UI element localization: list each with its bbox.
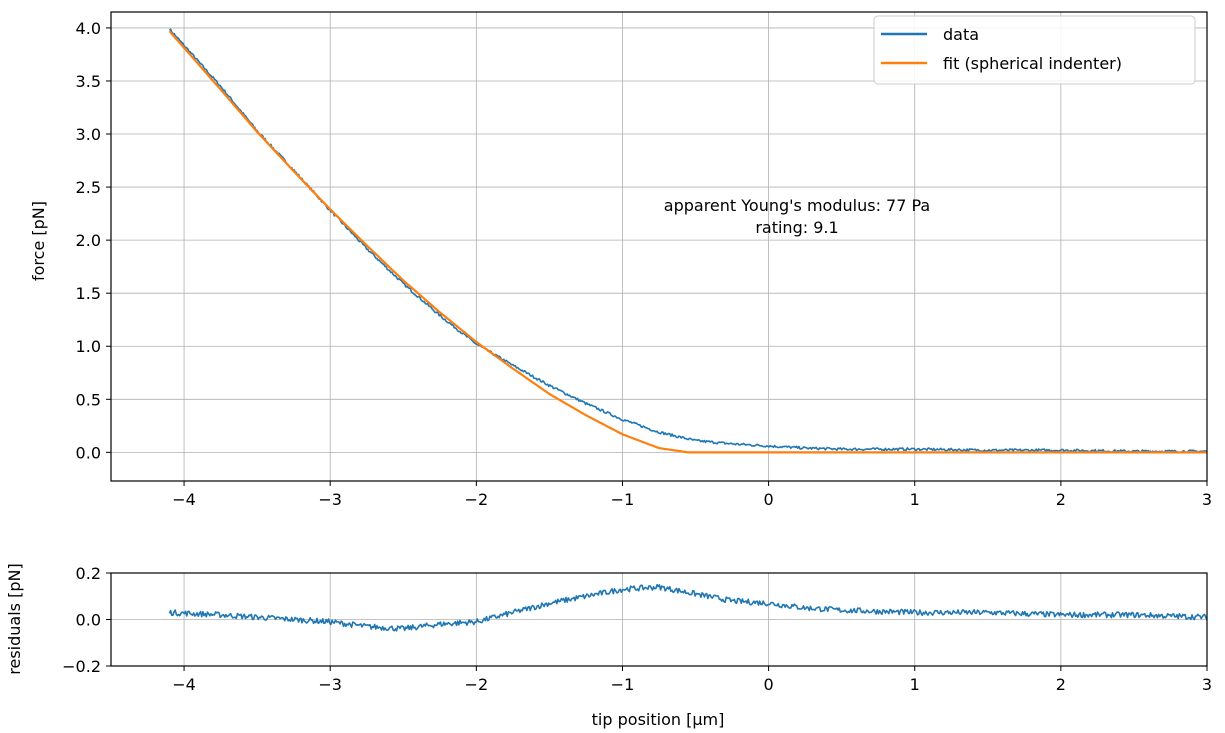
fit-series-line: [168, 30, 1207, 454]
main-force-panel: −4 −3 −2 −1 0 1 2 30.00.51.01.52.02.53.03.54.0 …: [29, 11, 1213, 509]
main-series-lines: [168, 28, 1208, 454]
main-grid: [111, 12, 1208, 481]
x-tick-label: −3: [318, 490, 342, 509]
x-tick-label: 2: [1056, 490, 1066, 509]
modulus-annotation: apparent Young's modulus: 77 Pa: [664, 196, 930, 215]
y-tick-label: 0.0: [76, 611, 101, 630]
x-tick-label: −2: [465, 675, 489, 694]
legend: data fit (spherical indenter): [873, 15, 1196, 85]
x-tick-label: 2: [1056, 675, 1066, 694]
x-axis-label: tip position [µm]: [592, 710, 725, 729]
x-tick-label: 3: [1202, 490, 1212, 509]
x-tick-label: 0: [764, 490, 774, 509]
y-tick-label: 0.0: [76, 443, 101, 462]
y-tick-label: 0.2: [76, 564, 101, 583]
y-tick-label: 2.5: [76, 178, 101, 197]
x-tick-label: −1: [611, 675, 635, 694]
y-tick-label: 4.0: [76, 19, 101, 38]
y-tick-label: 1.5: [76, 284, 101, 303]
main-y-axis-label: force [pN]: [29, 201, 48, 281]
y-tick-label: 3.5: [76, 72, 101, 91]
residuals-y-axis-label: residuals [pN]: [5, 563, 24, 674]
x-tick-label: 3: [1202, 675, 1212, 694]
x-tick-label: −4: [172, 675, 196, 694]
data-series-line: [168, 28, 1208, 454]
residuals-ticks: −4 −3 −2 −1 0 1 2 3 −0.2 0.0 0.2: [62, 564, 1212, 694]
rating-annotation: rating: 9.1: [755, 218, 838, 237]
x-tick-label: 1: [910, 490, 920, 509]
legend-label-fit: fit (spherical indenter): [943, 54, 1122, 73]
main-ticks: −4 −3 −2 −1 0 1 2 3 0.0 0.5 1.0 1.5 2.0 2.5 3.0 3.5 4.0: [76, 19, 1213, 509]
y-tick-label: 2.0: [76, 231, 101, 250]
y-tick-label: 0.5: [76, 390, 101, 409]
x-tick-label: −2: [465, 490, 489, 509]
y-tick-label: −0.2: [62, 657, 101, 676]
legend-box: [873, 15, 1196, 85]
x-tick-label: 0: [764, 675, 774, 694]
x-tick-label: −1: [611, 490, 635, 509]
y-tick-label: 3.0: [76, 125, 101, 144]
x-tick-label: −3: [318, 675, 342, 694]
x-tick-label: −4: [172, 490, 196, 509]
main-plot-frame: [110, 11, 1208, 482]
x-tick-label: 1: [910, 675, 920, 694]
residuals-series-line: [168, 583, 1208, 632]
legend-label-data: data: [943, 25, 979, 44]
y-tick-label: 1.0: [76, 337, 101, 356]
residuals-series-lines: [168, 583, 1208, 632]
residuals-panel: −4 −3 −2 −1 0 1 2 3 −0.2 0.0 0.2 residuals [pN] ti…: [5, 563, 1212, 729]
